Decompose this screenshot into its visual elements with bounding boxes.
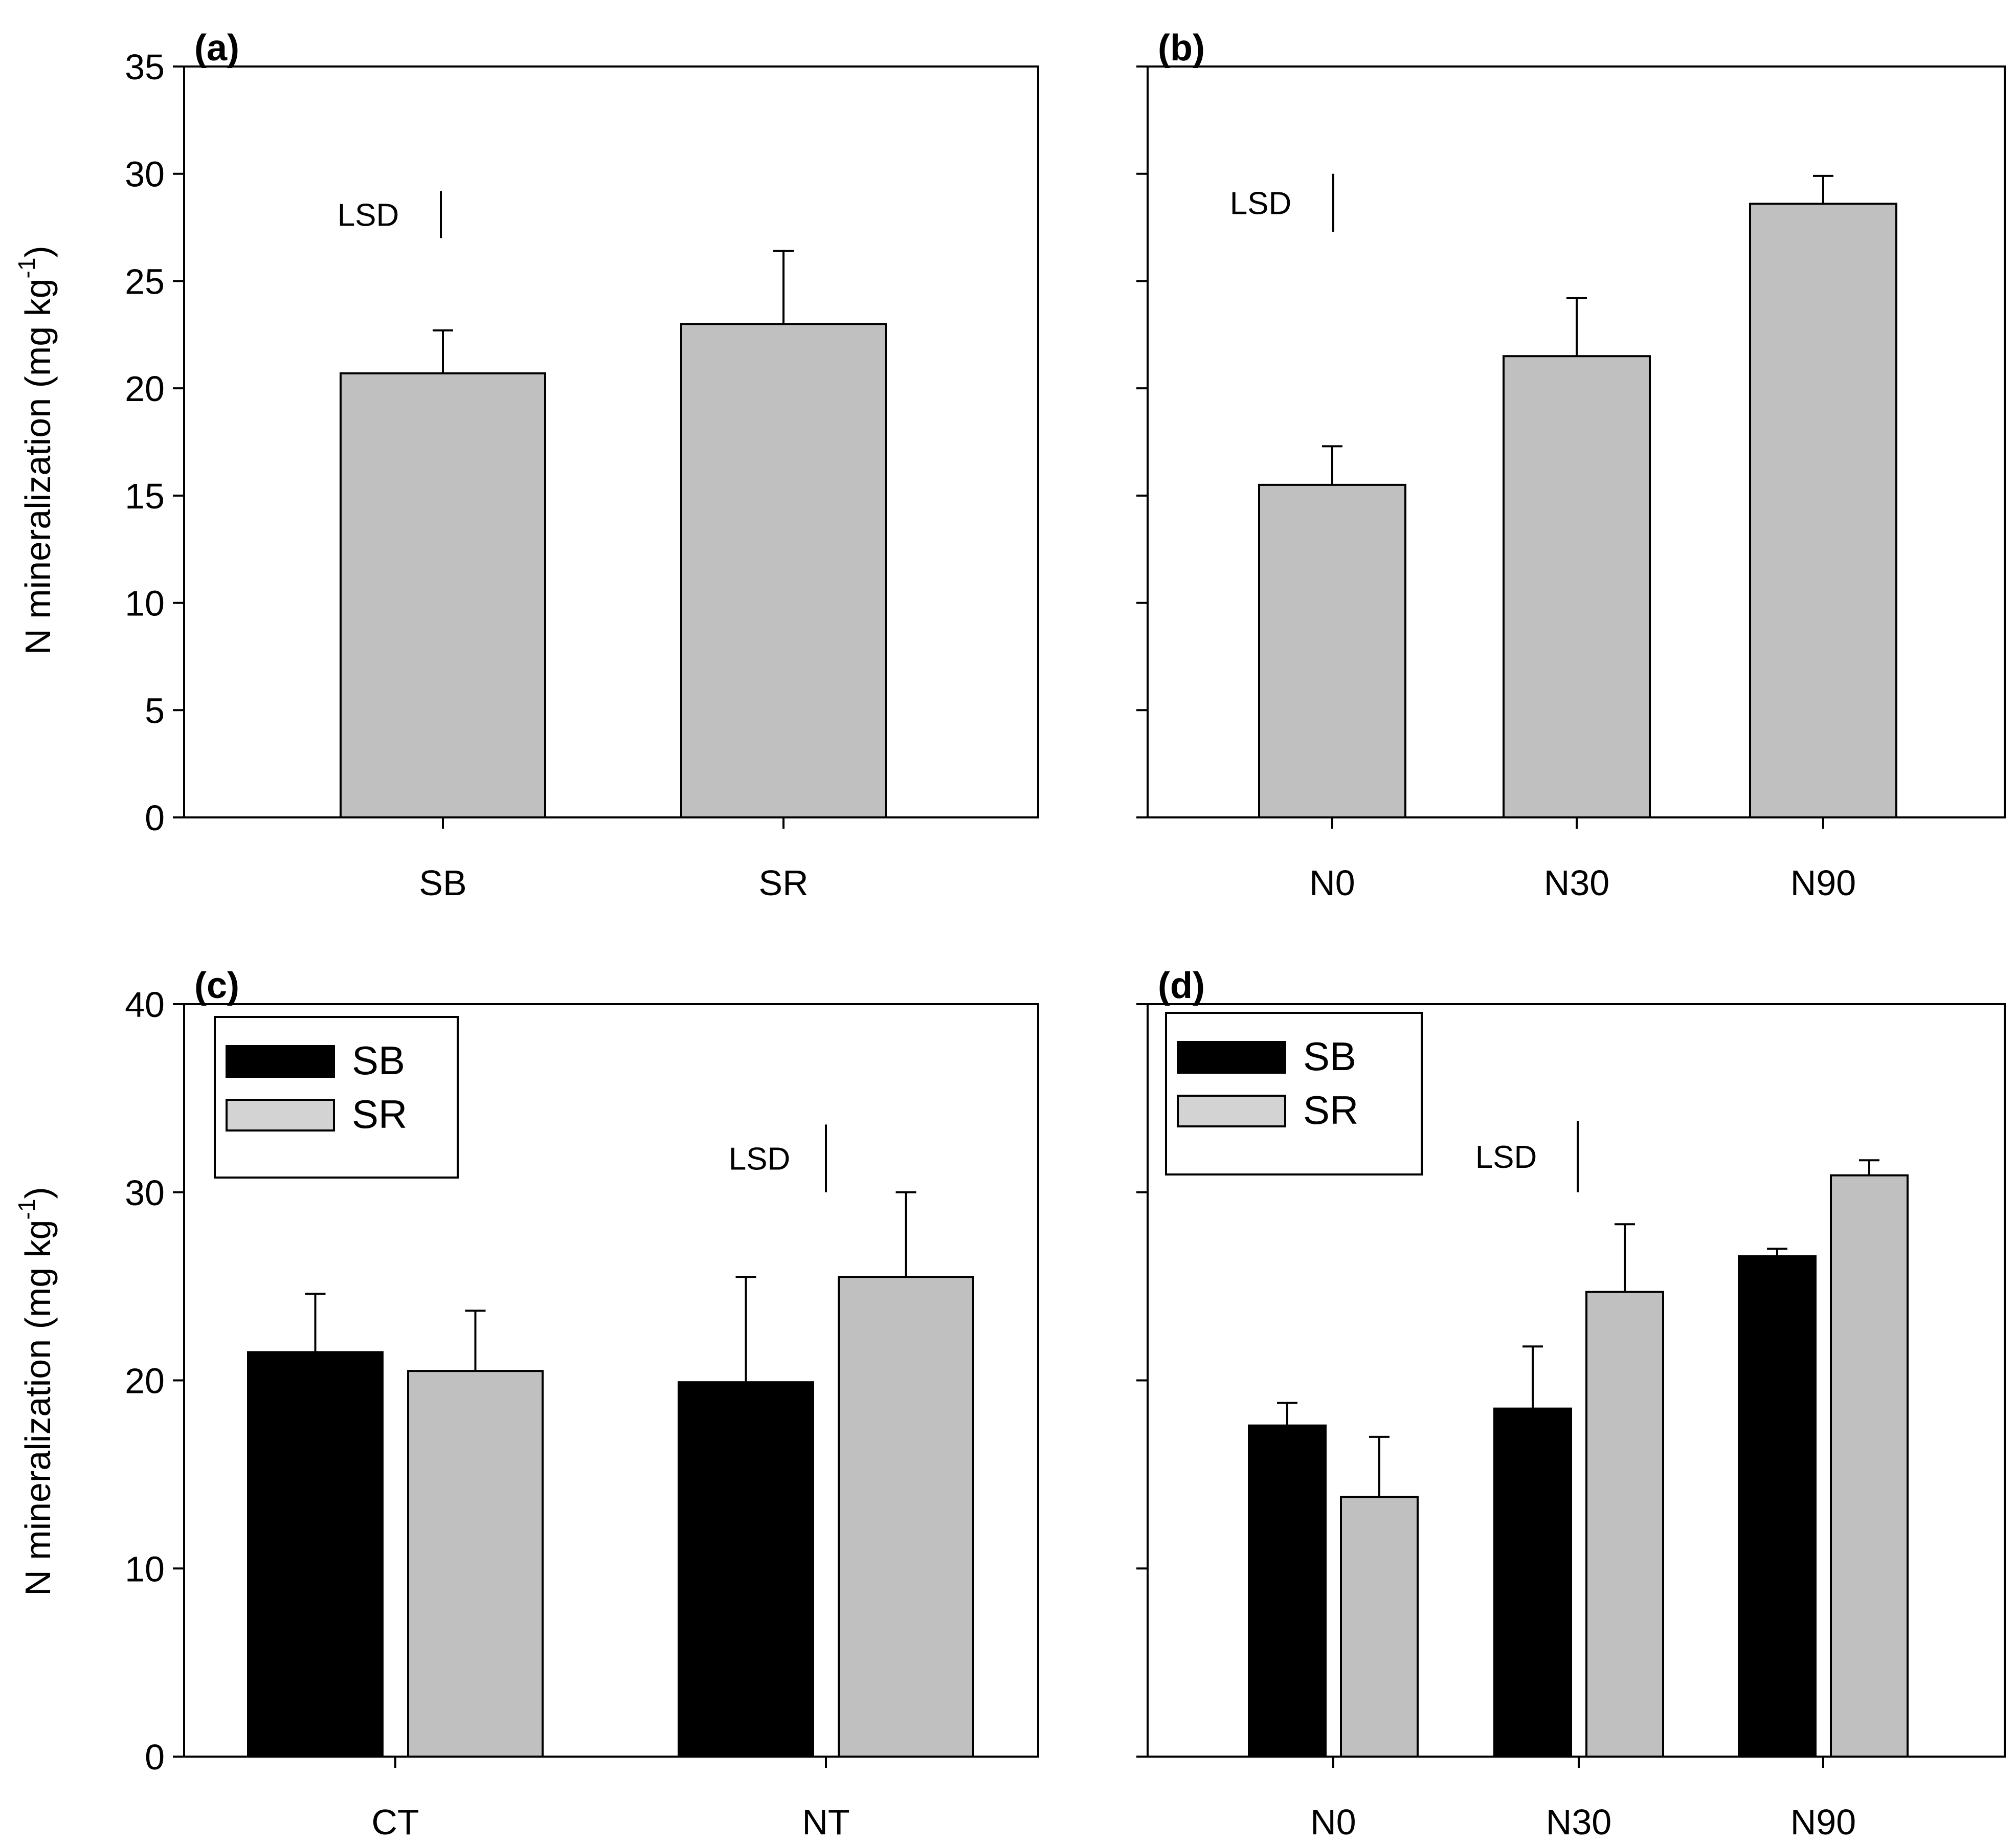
panel-label: (b)	[1158, 28, 1205, 69]
legend-swatch-sr	[1177, 1095, 1286, 1127]
y-tick-label: 30	[125, 1173, 165, 1213]
bar	[1340, 1496, 1419, 1758]
y-axis-title-sup: -1	[13, 258, 40, 279]
x-tick-label: N90	[1790, 863, 1856, 903]
y-axis-title-text: N mineralization (mg kg	[18, 1219, 58, 1595]
y-tick-label: 5	[145, 691, 165, 730]
bar	[1585, 1291, 1664, 1758]
bar	[1248, 1424, 1327, 1758]
legend-label-sr: SR	[352, 1092, 407, 1137]
x-tick-label: SB	[419, 863, 466, 903]
legend-swatch-sb	[226, 1045, 335, 1078]
legend-frame	[1165, 1012, 1423, 1175]
panel-d: N0 N30 N90 LSD (d) SB SR	[1136, 965, 2006, 1841]
y-tick-label: 20	[125, 369, 165, 409]
y-tick-label: 20	[125, 1361, 165, 1401]
bar	[1749, 203, 1897, 818]
y-axis-title-close: )	[18, 1187, 58, 1199]
y-tick-label: 25	[125, 261, 165, 301]
bar	[1738, 1255, 1817, 1758]
lsd-label: LSD	[338, 197, 399, 233]
panel-c: 0 10 20 30 40 CT NT LSD (c) SB SR	[125, 965, 1039, 1841]
panel-label: (a)	[194, 28, 239, 69]
x-tick-label: SR	[758, 863, 808, 903]
panel-label: (d)	[1158, 965, 1205, 1006]
y-tick-label: 35	[125, 47, 165, 87]
plot-frame	[183, 65, 1039, 818]
bar	[1493, 1407, 1572, 1758]
bar	[247, 1351, 384, 1758]
x-tick-label: N30	[1544, 863, 1609, 903]
y-axis-title-top: N mineralization (mg kg-1)	[13, 246, 58, 654]
bar	[1830, 1174, 1909, 1758]
y-tick-label: 30	[125, 154, 165, 194]
legend-label-sr: SR	[1303, 1088, 1358, 1133]
y-tick-label: 0	[145, 1737, 165, 1777]
y-tick-label: 40	[125, 985, 165, 1025]
bar	[838, 1276, 974, 1758]
panel-b: N0 N30 N90 LSD (b)	[1136, 28, 2006, 903]
lsd-label: LSD	[1475, 1140, 1537, 1175]
x-tick-label: N0	[1310, 1802, 1356, 1841]
y-axis-title-sup: -1	[13, 1199, 40, 1220]
bar	[1503, 355, 1651, 818]
bar	[680, 323, 887, 818]
legend-frame	[214, 1016, 459, 1179]
y-tick-label: 15	[125, 476, 165, 516]
legend-label-sb: SB	[352, 1038, 405, 1083]
y-axis-title-close: )	[18, 246, 58, 257]
legend-label-sb: SB	[1303, 1034, 1356, 1079]
y-tick-label: 0	[145, 798, 165, 838]
panel-label: (c)	[194, 965, 239, 1006]
x-tick-label: N0	[1309, 863, 1355, 903]
bar	[407, 1370, 544, 1758]
panel-a: 0 5 10 15 20 25 30 35 SB SR LSD (a)	[125, 28, 1039, 903]
legend-swatch-sr	[226, 1099, 335, 1132]
x-tick-label: NT	[802, 1802, 849, 1841]
y-axis-title-bottom: N mineralization (mg kg-1)	[13, 1187, 58, 1595]
legend: SB SR	[214, 1016, 459, 1179]
legend-swatch-sb	[1177, 1041, 1286, 1074]
x-tick-label: CT	[371, 1802, 419, 1841]
bar	[340, 372, 546, 818]
x-tick-label: N30	[1546, 1802, 1611, 1841]
y-tick-label: 10	[125, 584, 165, 624]
y-tick-label: 10	[125, 1549, 165, 1589]
legend: SB SR	[1165, 1012, 1423, 1175]
y-axis-title-text: N mineralization (mg kg	[18, 278, 58, 654]
x-tick-label: N90	[1790, 1802, 1856, 1841]
lsd-label: LSD	[1230, 186, 1292, 221]
lsd-label: LSD	[729, 1142, 791, 1177]
bar	[678, 1381, 814, 1758]
bar	[1258, 483, 1406, 818]
